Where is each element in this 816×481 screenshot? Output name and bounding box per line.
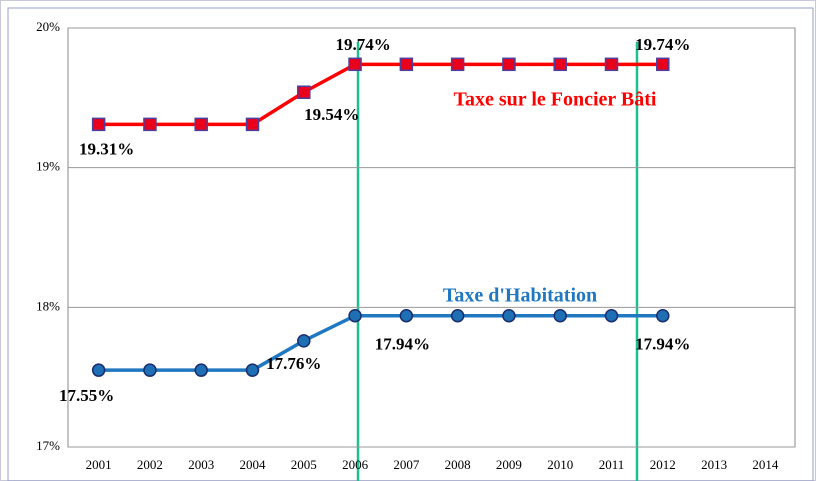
marker: [604, 57, 619, 72]
x-tick-label: 2003: [188, 457, 214, 472]
x-tick-label: 2008: [445, 457, 471, 472]
marker: [348, 308, 362, 323]
marker: [656, 308, 670, 323]
x-tick-label: 2014: [752, 457, 779, 472]
data-label: 19.31%: [79, 139, 134, 158]
x-tick-label: 2013: [701, 457, 727, 472]
data-label: 17.94%: [375, 335, 430, 354]
series-name: Taxe sur le Foncier Bâti: [454, 89, 657, 111]
marker: [91, 117, 106, 132]
data-label: 19.54%: [304, 105, 359, 124]
series-line: [98, 313, 663, 372]
marker: [553, 57, 567, 72]
data-label: 19.74%: [635, 35, 690, 54]
marker: [194, 117, 208, 132]
marker: [450, 57, 465, 72]
x-tick-label: 2011: [599, 457, 625, 472]
x-tick-label: 2009: [496, 457, 522, 472]
x-tick-label: 2010: [547, 457, 573, 472]
x-tick-label: 2005: [291, 457, 317, 472]
y-tick-label: 17%: [36, 438, 60, 453]
data-label: 17.76%: [266, 354, 321, 373]
y-tick-label: 19%: [36, 159, 60, 174]
x-tick-label: 2012: [650, 457, 676, 472]
x-tick-label: 2006: [342, 457, 369, 472]
data-label: 19.74%: [335, 35, 390, 54]
marker: [450, 308, 465, 323]
marker: [297, 85, 311, 99]
data-label: 17.94%: [635, 335, 690, 354]
x-tick-label: 2001: [86, 457, 112, 472]
y-tick-label: 18%: [36, 298, 60, 313]
marker: [91, 363, 106, 377]
x-tick-label: 2007: [393, 457, 420, 472]
marker: [194, 363, 208, 377]
x-tick-label: 2002: [137, 457, 163, 472]
data-label: 17.55%: [59, 386, 114, 405]
marker: [245, 117, 260, 132]
marker: [399, 308, 414, 323]
marker: [502, 57, 516, 72]
marker: [348, 57, 362, 72]
y-tick-label: 20%: [36, 19, 60, 34]
marker: [656, 57, 670, 72]
series-layer: 19.31% 19.54% 19.74% 19.74% Taxe sur le Fonc…: [59, 35, 690, 405]
series-line: [98, 62, 663, 127]
marker: [502, 308, 516, 323]
marker: [143, 117, 157, 132]
marker: [297, 334, 311, 348]
marker: [399, 57, 414, 72]
outer-border: [7, 7, 814, 481]
marker: [604, 308, 619, 323]
series-name: Taxe d'Habitation: [443, 285, 597, 307]
x-tick-label: 2004: [240, 457, 267, 472]
marker: [553, 308, 567, 323]
marker: [245, 363, 260, 377]
marker: [143, 363, 157, 377]
